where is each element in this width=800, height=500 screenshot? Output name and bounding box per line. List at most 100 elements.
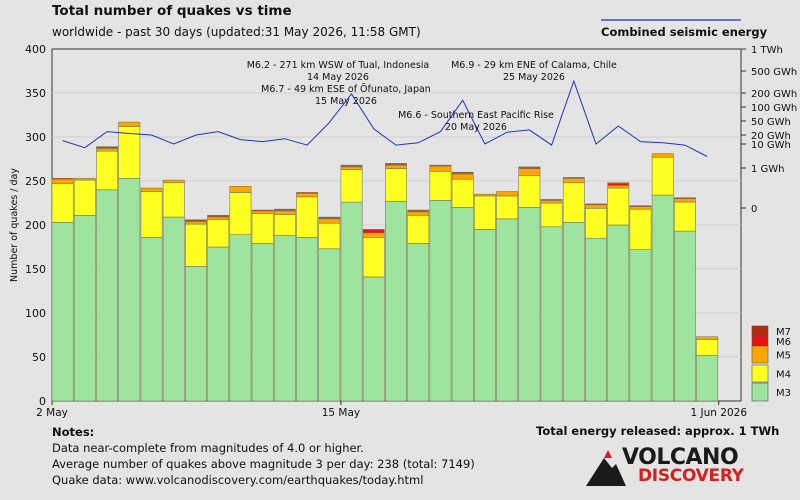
bar-segment-m3 bbox=[674, 230, 696, 402]
event-annotation: 15 May 2026 bbox=[315, 96, 377, 107]
bar-segment-m5 bbox=[118, 121, 141, 127]
bar-segment-m4 bbox=[585, 207, 607, 239]
bar-segment-m7 bbox=[385, 163, 407, 165]
bar-segment-m5 bbox=[73, 178, 96, 181]
bar-segment-m4 bbox=[251, 213, 274, 244]
bar-segment-m5 bbox=[473, 193, 496, 197]
bar-segment-m4 bbox=[318, 222, 341, 250]
bar-segment-m5 bbox=[51, 178, 74, 184]
y-tick-label: 400 bbox=[25, 43, 46, 56]
x-tick-label: 1 Jun 2026 bbox=[691, 407, 748, 419]
bar-segment-m3 bbox=[362, 276, 385, 402]
bar-segment-m7 bbox=[518, 166, 541, 169]
energy-tick-label: 100 GWh bbox=[751, 103, 797, 114]
chart-subtitle: worldwide - past 30 days (updated:31 May… bbox=[52, 25, 421, 39]
bar-segment-m4 bbox=[651, 156, 674, 196]
y-tick-label: 350 bbox=[25, 87, 46, 100]
bar-segment-m4 bbox=[429, 171, 452, 201]
quake-chart: 0 50 100 150 200 250 300 350 400 Number of quakes… bbox=[9, 19, 797, 419]
bar-segment-m4 bbox=[362, 237, 385, 278]
volcano-discovery-logo: VOLCANO DISCOVERY bbox=[586, 445, 756, 492]
energy-tick-label: 20 GWh bbox=[751, 131, 791, 142]
bar-segment-m7 bbox=[607, 182, 630, 184]
legend-label-m7: M7 bbox=[776, 327, 791, 338]
bar-segment-m4 bbox=[140, 191, 163, 238]
bar-segment-m5 bbox=[385, 164, 407, 169]
notes-heading: Notes: bbox=[52, 425, 95, 439]
bar-segment-m3 bbox=[273, 235, 296, 402]
y-axis-label: Number of quakes / day bbox=[9, 168, 20, 282]
bar-segment-m4 bbox=[273, 214, 296, 236]
bar-segment-m3 bbox=[96, 189, 118, 402]
event-annotation: M6.6 - Southern East Pacific Rise bbox=[398, 110, 554, 121]
bar-segment-m5 bbox=[140, 187, 163, 192]
bar-segment-m3 bbox=[140, 237, 163, 402]
bar-segment-m6 bbox=[674, 197, 696, 199]
bar-segment-m6 bbox=[540, 199, 563, 201]
bar-segment-m6 bbox=[296, 192, 319, 194]
bar-segment-m3 bbox=[73, 215, 96, 402]
bar-segment-m5 bbox=[296, 193, 319, 198]
y-tick-label: 50 bbox=[32, 351, 46, 364]
legend-swatch-m7 bbox=[751, 325, 769, 337]
notes-line-3: Quake data: www.volcanodiscovery.com/ear… bbox=[52, 473, 424, 487]
notes-line-2: Average number of quakes above magnitude… bbox=[52, 457, 475, 471]
energy-tick-label: 200 GWh bbox=[751, 89, 797, 100]
bar-segment-m3 bbox=[696, 354, 719, 402]
bar-segment-m3 bbox=[318, 248, 341, 402]
notes-line-1: Data near-complete from magnitudes of 4.… bbox=[52, 441, 364, 455]
energy-tick-label: 1 GWh bbox=[751, 164, 785, 175]
bar-segment-m7 bbox=[562, 177, 585, 179]
bar-segment-m4 bbox=[496, 195, 519, 220]
bar-segment-m5 bbox=[607, 185, 630, 189]
bar-segment-m4 bbox=[51, 183, 74, 223]
x-tick-label: 15 May bbox=[322, 407, 360, 419]
bar-segment-m5 bbox=[496, 191, 519, 197]
bar-segment-m5 bbox=[340, 166, 363, 170]
bar-segment-m5 bbox=[562, 178, 585, 184]
bar-segment-m5 bbox=[362, 232, 385, 238]
bar-segment-m7 bbox=[185, 219, 207, 221]
bar-segment-m4 bbox=[674, 201, 696, 232]
bar-segment-m3 bbox=[229, 234, 252, 402]
bar-segment-m6 bbox=[629, 205, 652, 207]
legend-label-m6: M6 bbox=[776, 337, 791, 348]
bar-segment-m5 bbox=[651, 153, 674, 158]
legend-swatch-m3 bbox=[751, 382, 769, 402]
bar-segment-m3 bbox=[540, 226, 563, 402]
bar-segment-m7 bbox=[273, 208, 296, 211]
bar-segment-m4 bbox=[162, 182, 185, 218]
legend-swatch-m4 bbox=[751, 364, 769, 383]
bar-segment-m3 bbox=[473, 229, 496, 402]
bar-segment-m6 bbox=[429, 164, 452, 167]
bar-segment-m4 bbox=[562, 182, 585, 223]
bar-segment-m4 bbox=[207, 219, 230, 248]
bar-segment-m4 bbox=[73, 179, 96, 216]
y-tick-label: 200 bbox=[25, 219, 46, 232]
bar-segment-m5 bbox=[162, 179, 185, 184]
bar-segment-m3 bbox=[562, 222, 585, 402]
bar-segment-m4 bbox=[340, 169, 363, 203]
bar-segment-m3 bbox=[451, 207, 474, 402]
bar-segment-m6 bbox=[51, 178, 74, 180]
bar-segment-m5 bbox=[696, 336, 719, 340]
bar-segment-m4 bbox=[185, 223, 207, 267]
bar-segment-m3 bbox=[629, 249, 652, 402]
bar-segment-m4 bbox=[96, 150, 118, 191]
y-tick-label: 0 bbox=[39, 395, 46, 408]
bar-segment-m4 bbox=[696, 339, 719, 356]
bar-segment-m7 bbox=[207, 215, 230, 217]
bar-segment-m3 bbox=[340, 201, 363, 402]
bar-segment-m3 bbox=[162, 216, 185, 402]
legend-swatch-m6 bbox=[751, 335, 769, 347]
total-energy-text: Total energy released: approx. 1 TWh bbox=[536, 424, 780, 438]
bar-segment-m3 bbox=[607, 224, 630, 402]
bar-segment-m7 bbox=[585, 203, 607, 206]
chart-title: Total number of quakes vs time bbox=[52, 3, 292, 19]
bar-segment-m4 bbox=[296, 196, 319, 238]
bar-segment-m5 bbox=[229, 185, 252, 193]
bar-segment-m4 bbox=[540, 202, 563, 228]
bar-segment-m3 bbox=[185, 266, 207, 402]
event-annotation: 25 May 2026 bbox=[503, 72, 565, 83]
energy-tick-label: 500 GWh bbox=[751, 67, 797, 78]
